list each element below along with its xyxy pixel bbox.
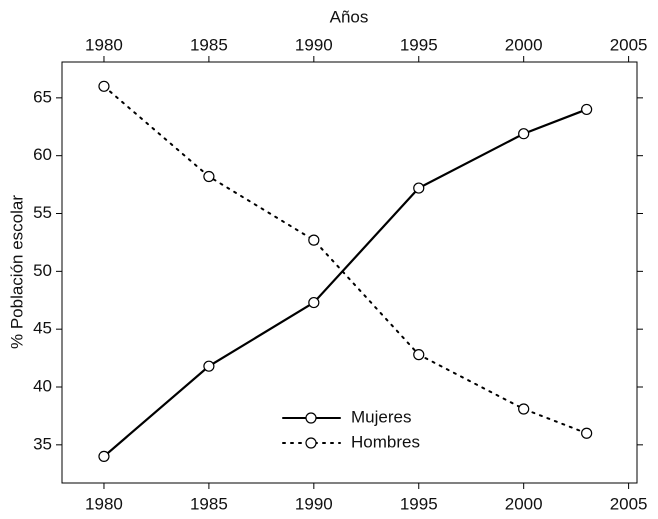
y-tick-label: 45 (33, 319, 52, 338)
x-tick-label: 1980 (85, 494, 123, 513)
x-tick-label: 1995 (400, 494, 438, 513)
x-tick-label-top: 1985 (190, 35, 228, 54)
x-tick-label: 2005 (610, 494, 648, 513)
y-tick-label: 50 (33, 261, 52, 280)
x-tick-label-top: 1995 (400, 35, 438, 54)
point-marker (98, 450, 110, 462)
y-tick-label: 60 (33, 145, 52, 164)
y-tick-label: 40 (33, 376, 52, 395)
x-tick-label-top: 1980 (85, 35, 123, 54)
point-marker (308, 296, 320, 309)
point-marker (581, 103, 593, 116)
x-tick-label-top: 2000 (505, 35, 543, 54)
x-tick-label-top: 1990 (295, 35, 333, 54)
point-marker (203, 170, 215, 183)
point-marker (203, 360, 215, 372)
x-axis-label: Años (330, 7, 369, 26)
point-marker (413, 349, 425, 361)
legend-label: Mujeres (351, 407, 411, 426)
x-tick-label-top: 2005 (610, 35, 648, 54)
legend-marker (305, 412, 317, 424)
y-axis-label: % Población escolar (7, 195, 26, 349)
x-tick-label: 1990 (295, 494, 333, 513)
y-tick-label: 65 (33, 87, 52, 106)
legend-label: Hombres (351, 432, 420, 451)
point-marker (413, 182, 425, 194)
x-tick-label: 1985 (190, 494, 228, 513)
point-marker (98, 80, 110, 92)
y-tick-label: 55 (33, 203, 52, 222)
point-marker (518, 128, 530, 140)
point-marker (581, 427, 593, 439)
legend-marker (305, 437, 317, 449)
x-tick-label: 2000 (505, 494, 543, 513)
series-line (102, 108, 588, 458)
y-tick-label: 35 (33, 434, 52, 453)
point-marker (518, 403, 530, 415)
plot-frame (61, 61, 638, 484)
point-marker (308, 234, 320, 246)
series-line (102, 85, 588, 435)
